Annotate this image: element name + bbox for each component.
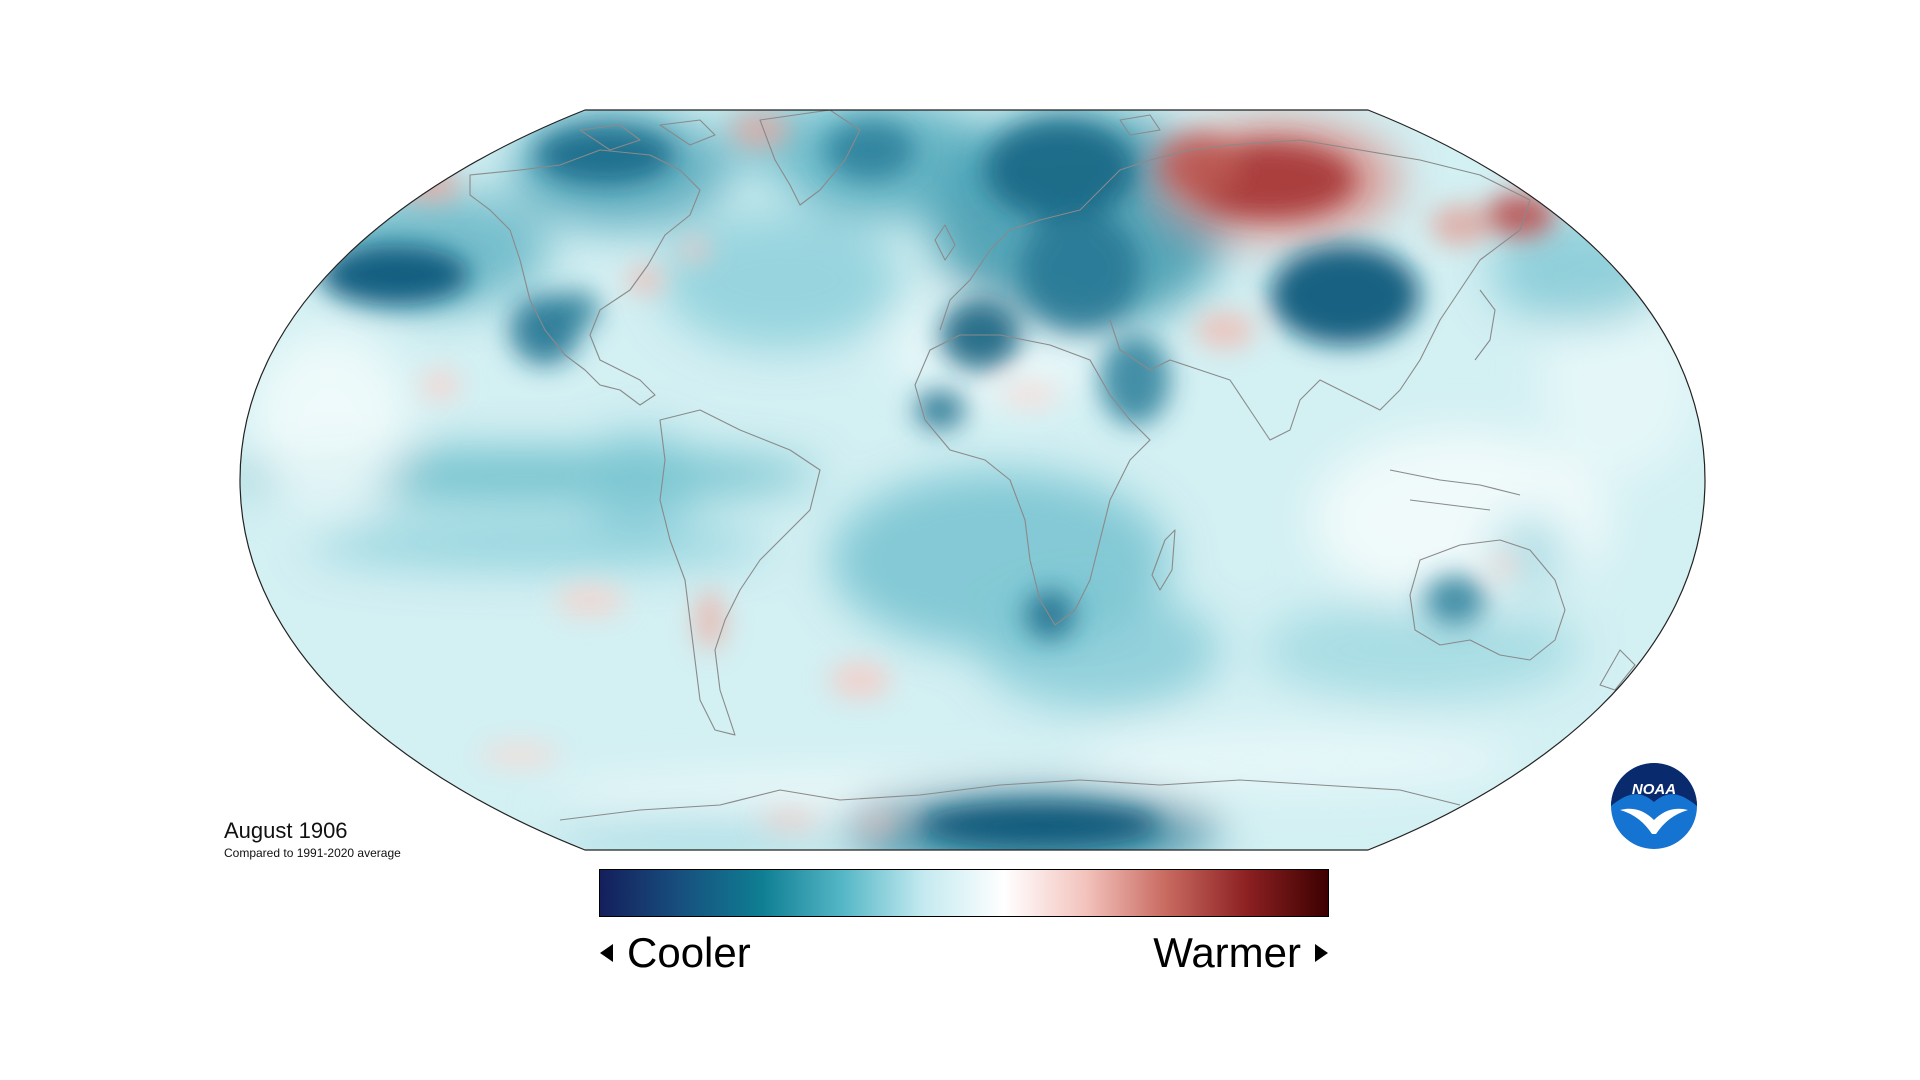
- noaa-logo: NOAA: [1611, 763, 1697, 849]
- arrow-left-icon: [600, 944, 613, 962]
- noaa-logo-top: [1611, 763, 1697, 806]
- legend-warmer-label: Warmer: [1153, 929, 1301, 976]
- anomaly-local-patterns: [320, 112, 1555, 847]
- map-caption-subtitle: Compared to 1991-2020 average: [224, 846, 401, 860]
- arrow-right-icon: [1315, 944, 1328, 962]
- legend-cooler: Cooler: [600, 925, 751, 981]
- legend-cooler-label: Cooler: [627, 929, 751, 976]
- gull-icon: [1620, 808, 1688, 834]
- map-caption-title: August 1906: [224, 818, 348, 843]
- legend-warmer: Warmer: [1153, 925, 1328, 981]
- coastlines: [469, 110, 1636, 821]
- anomaly-colorbar: [599, 869, 1329, 917]
- globe-outline: [239, 109, 1706, 851]
- anomaly-field: [240, 110, 1705, 850]
- noaa-logo-text: NOAA: [1632, 781, 1676, 798]
